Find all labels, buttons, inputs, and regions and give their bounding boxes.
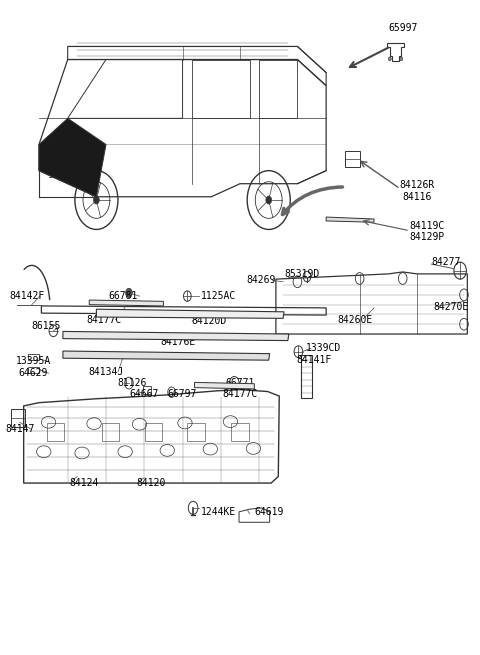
Text: 84177C: 84177C — [222, 389, 258, 399]
Text: 84126R: 84126R — [399, 180, 435, 190]
Circle shape — [94, 196, 99, 204]
Text: 64667: 64667 — [130, 389, 159, 399]
Text: 85319D: 85319D — [285, 269, 320, 279]
Polygon shape — [63, 331, 289, 341]
Polygon shape — [63, 351, 270, 360]
Text: 84176E: 84176E — [160, 337, 195, 347]
Text: 84147: 84147 — [5, 424, 35, 434]
Text: 1339CD: 1339CD — [306, 343, 341, 354]
Text: 84260E: 84260E — [337, 314, 372, 325]
Text: 84277: 84277 — [431, 257, 460, 267]
Text: 84142F: 84142F — [10, 291, 45, 301]
Text: 84124: 84124 — [70, 478, 99, 488]
Bar — [231, 423, 249, 441]
Circle shape — [400, 57, 403, 61]
Bar — [102, 423, 120, 441]
Text: 84119C: 84119C — [409, 221, 444, 231]
Polygon shape — [326, 217, 374, 222]
Text: 84120D: 84120D — [191, 316, 227, 326]
Bar — [145, 423, 162, 441]
Text: 84134J: 84134J — [88, 367, 124, 377]
Circle shape — [388, 57, 391, 61]
Text: 84269: 84269 — [247, 276, 276, 286]
Bar — [187, 423, 204, 441]
Text: 13395A: 13395A — [16, 356, 51, 367]
Text: 66797: 66797 — [167, 389, 196, 399]
Text: 84116: 84116 — [402, 192, 432, 202]
Text: 66771: 66771 — [225, 378, 255, 388]
Text: 84120: 84120 — [137, 478, 166, 488]
Text: 84129P: 84129P — [409, 233, 444, 242]
Polygon shape — [89, 300, 163, 306]
Text: 84177C: 84177C — [86, 314, 121, 325]
Text: 86155: 86155 — [32, 321, 61, 331]
Polygon shape — [39, 119, 106, 196]
Text: 64619: 64619 — [254, 507, 283, 517]
Polygon shape — [194, 383, 254, 389]
Text: 84270E: 84270E — [433, 301, 468, 312]
Text: 66781: 66781 — [108, 291, 137, 301]
Polygon shape — [96, 309, 284, 318]
Bar — [47, 423, 64, 441]
Text: 81126: 81126 — [118, 378, 147, 388]
Bar — [144, 386, 151, 394]
Text: 84141F: 84141F — [297, 355, 332, 365]
Circle shape — [266, 196, 272, 204]
Text: 65997: 65997 — [388, 23, 418, 33]
Text: 64629: 64629 — [19, 368, 48, 378]
Text: 1125AC: 1125AC — [201, 291, 236, 301]
Circle shape — [126, 288, 132, 297]
Text: 1244KE: 1244KE — [201, 507, 236, 517]
